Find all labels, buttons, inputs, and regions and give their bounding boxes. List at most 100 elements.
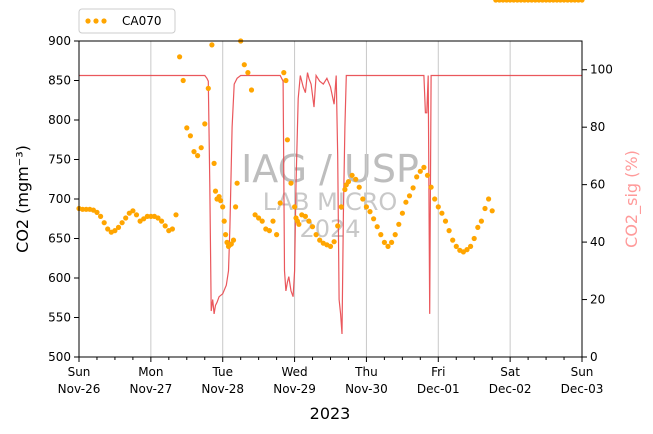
ca070-point: [209, 42, 215, 48]
ca070-point: [486, 196, 492, 202]
x-tick-label-date: Nov-30: [345, 382, 388, 396]
x-tick-label-day: Fri: [431, 365, 445, 379]
ca070-point: [101, 220, 107, 226]
y-right-tick-label: 20: [590, 293, 605, 307]
ca070-point: [432, 196, 438, 202]
x-tick-label-day: Mon: [138, 365, 163, 379]
ca070-point: [296, 221, 302, 227]
ca070-point: [133, 212, 140, 218]
watermark-line1: IAG / USP: [241, 147, 419, 191]
ca070-point: [248, 87, 255, 93]
ca070-point: [252, 212, 258, 218]
ca070-point: [378, 232, 384, 238]
ca070-point: [94, 209, 100, 215]
ca070-point: [283, 77, 289, 84]
y-right-axis-label: CO2_sig (%): [622, 150, 642, 248]
ca070-point: [184, 125, 190, 131]
x-tick-label-day: Sat: [500, 365, 520, 379]
legend: CA070: [78, 8, 176, 34]
ca070-point: [119, 220, 125, 226]
ca070-point: [367, 209, 373, 215]
ca070-point: [417, 168, 423, 174]
watermark: IAG / USP LAB MICRO 2024: [241, 147, 419, 243]
ca070-point: [144, 213, 150, 219]
ca070-point: [281, 70, 287, 76]
x-tick-label-day: Sun: [68, 365, 91, 379]
ca070-point: [464, 247, 470, 253]
ca070-point: [223, 232, 229, 238]
ca070-point: [123, 215, 129, 221]
ca070-point: [212, 188, 219, 194]
x-tick-label-date: Dec-01: [417, 382, 460, 396]
ca070-point: [202, 121, 208, 127]
ca070-point: [159, 218, 165, 224]
x-tick-label-day: Tue: [211, 365, 233, 379]
ca070-point: [342, 186, 348, 193]
y-right-axis-ticks: 0 20 40 60 80 100: [582, 63, 613, 364]
ca070-point: [450, 237, 456, 243]
ca070-point: [478, 218, 484, 224]
ca070-point: [363, 204, 369, 210]
y-left-tick-label: 500: [48, 350, 71, 364]
ca070-point: [292, 204, 298, 210]
ca070-point: [385, 243, 391, 249]
ca070-point: [406, 193, 413, 199]
ca070-point: [162, 223, 168, 229]
ca070-point: [331, 239, 337, 245]
x-tick-label-date: Nov-26: [58, 382, 101, 396]
ca070-point: [335, 223, 341, 229]
ca070-point: [234, 180, 240, 186]
x-tick-label-date: Nov-27: [130, 382, 173, 396]
y-left-tick-label: 850: [48, 74, 71, 88]
ca070-point: [374, 224, 380, 230]
ca070-point: [205, 85, 211, 91]
y-left-tick-label: 600: [48, 271, 71, 285]
ca070-point: [266, 228, 272, 234]
legend-box: [78, 8, 176, 34]
y-left-tick-label: 650: [48, 232, 71, 246]
ca070-point: [317, 237, 323, 243]
x-tick-label-date: Dec-02: [489, 382, 532, 396]
ca070-point: [288, 180, 294, 186]
ca070-point: [414, 174, 420, 180]
ca070-point: [489, 208, 495, 214]
ca070-point: [112, 228, 118, 234]
ca070-point: [349, 172, 355, 178]
ca070-point: [233, 204, 239, 210]
ca070-point: [177, 54, 183, 60]
ca070-point: [313, 232, 319, 238]
y-left-tick-label: 750: [48, 153, 71, 167]
x-tick-label-day: Sun: [571, 365, 594, 379]
ca070-point: [216, 194, 222, 200]
x-axis-ticks: Sun Nov-26 Mon Nov-27 Tue Nov-28 Wed Nov-29 Thu N…: [58, 357, 604, 396]
ca070-point: [403, 199, 409, 205]
ca070-point: [270, 218, 276, 224]
y-right-tick-label: 0: [590, 350, 598, 364]
ca070-point: [241, 62, 247, 68]
x-tick-label-date: Nov-29: [273, 382, 316, 396]
watermark-line2: LAB MICRO: [263, 188, 398, 216]
ca070-point: [259, 218, 265, 224]
ca070-point: [155, 215, 161, 221]
legend-label-ca070: CA070: [122, 14, 162, 28]
x-gridlines: [150, 41, 511, 357]
ca070-point: [98, 213, 104, 219]
ca070-point: [353, 176, 359, 182]
ca070-point: [453, 243, 459, 249]
ca070-point: [579, 0, 585, 3]
ca070-point: [277, 200, 283, 206]
ca070-point: [396, 221, 402, 227]
ca070-point: [83, 206, 89, 212]
ca070-point: [468, 243, 474, 249]
y-left-axis-label: CO2 (mgm⁻³): [13, 145, 32, 253]
ca070-point: [410, 185, 416, 191]
y-left-tick-label: 800: [48, 113, 71, 127]
ca070-point: [439, 210, 445, 216]
ca070-point: [399, 210, 405, 216]
x-tick-label-date: Dec-03: [561, 382, 604, 396]
ca070-point: [130, 208, 136, 214]
ca070-point: [105, 226, 111, 232]
ca070-point: [187, 133, 193, 139]
x-axis-label: 2023: [310, 404, 351, 423]
legend-dot: [93, 18, 99, 24]
